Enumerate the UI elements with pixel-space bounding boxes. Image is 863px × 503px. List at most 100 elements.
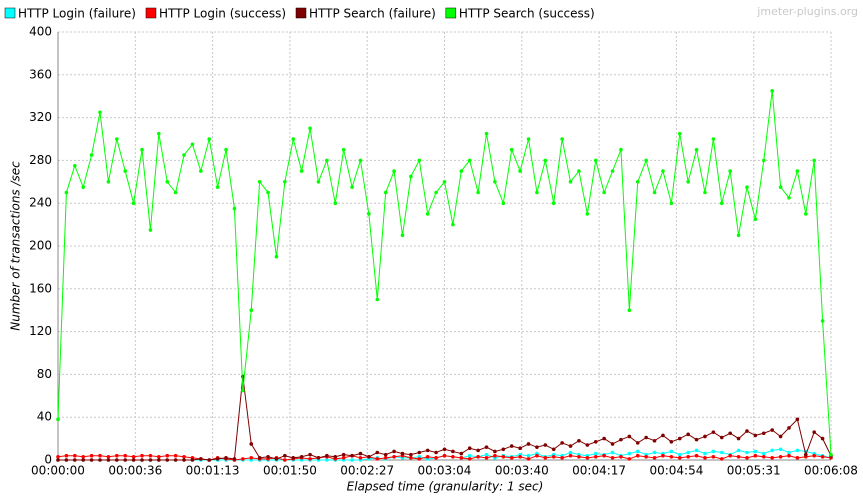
data-point bbox=[316, 180, 321, 184]
data-point bbox=[694, 453, 699, 458]
data-point bbox=[333, 454, 338, 459]
data-point bbox=[577, 169, 581, 173]
data-point bbox=[207, 458, 212, 462]
x-tick-label: 00:00:00 bbox=[31, 464, 85, 478]
data-point bbox=[719, 450, 724, 455]
data-point bbox=[568, 453, 573, 458]
data-point bbox=[669, 449, 674, 454]
data-point bbox=[81, 454, 86, 459]
data-point bbox=[711, 449, 716, 454]
data-point bbox=[232, 206, 237, 211]
data-point bbox=[677, 456, 682, 460]
data-point bbox=[140, 453, 144, 458]
data-point bbox=[56, 417, 60, 422]
data-point bbox=[467, 446, 472, 451]
data-point bbox=[568, 444, 573, 448]
data-point bbox=[551, 447, 556, 452]
data-point bbox=[803, 452, 808, 457]
data-point bbox=[383, 452, 388, 457]
data-point bbox=[358, 158, 363, 163]
y-tick-label: 80 bbox=[37, 367, 52, 381]
data-point bbox=[543, 443, 548, 447]
data-point bbox=[635, 453, 640, 458]
data-point bbox=[224, 147, 228, 152]
data-point bbox=[64, 453, 69, 458]
data-point bbox=[148, 453, 153, 458]
data-point bbox=[820, 319, 825, 323]
data-point bbox=[526, 453, 531, 458]
data-point bbox=[64, 458, 69, 462]
data-point bbox=[719, 457, 724, 461]
legend-label: HTTP Search (success) bbox=[459, 7, 595, 21]
data-point bbox=[501, 201, 506, 205]
data-point bbox=[173, 458, 178, 462]
data-point bbox=[610, 450, 615, 455]
data-point bbox=[157, 131, 161, 136]
data-point bbox=[131, 201, 136, 205]
data-point bbox=[820, 454, 825, 459]
data-point bbox=[703, 190, 707, 195]
data-point bbox=[283, 453, 287, 458]
data-point bbox=[795, 417, 800, 422]
y-axis-label: Number of transactions /sec bbox=[9, 161, 23, 331]
data-point bbox=[593, 158, 598, 163]
x-tick-label: 00:00:36 bbox=[108, 464, 162, 478]
data-point bbox=[299, 169, 304, 173]
data-point bbox=[392, 454, 396, 459]
data-point bbox=[140, 458, 144, 462]
x-tick-label: 00:04:17 bbox=[572, 464, 626, 478]
data-point bbox=[787, 196, 791, 200]
data-point bbox=[703, 451, 707, 456]
data-point bbox=[778, 434, 783, 439]
data-point bbox=[526, 457, 531, 461]
data-point bbox=[745, 429, 749, 433]
data-point bbox=[467, 453, 472, 458]
data-point bbox=[686, 450, 690, 455]
data-point bbox=[593, 440, 598, 444]
y-tick-label: 240 bbox=[29, 196, 52, 210]
data-point bbox=[535, 190, 539, 195]
data-point bbox=[148, 458, 153, 462]
data-point bbox=[736, 448, 741, 453]
data-point bbox=[812, 453, 816, 458]
data-point bbox=[677, 452, 682, 457]
data-point bbox=[669, 201, 674, 205]
data-point bbox=[442, 447, 447, 452]
data-point bbox=[98, 453, 102, 458]
data-point bbox=[232, 457, 237, 461]
data-point bbox=[568, 180, 573, 184]
data-point bbox=[157, 458, 161, 462]
data-point bbox=[182, 454, 186, 459]
x-tick-label: 00:06:08 bbox=[804, 464, 858, 478]
data-point bbox=[392, 449, 396, 454]
data-point bbox=[526, 137, 531, 141]
data-point bbox=[518, 446, 522, 451]
data-point bbox=[627, 308, 632, 313]
data-point bbox=[694, 437, 699, 442]
data-point bbox=[417, 450, 422, 455]
data-point bbox=[350, 185, 354, 189]
data-point bbox=[610, 456, 615, 460]
data-point bbox=[745, 185, 749, 189]
data-point bbox=[669, 454, 674, 459]
legend-label: HTTP Login (success) bbox=[159, 7, 286, 21]
data-point bbox=[64, 190, 69, 195]
data-point bbox=[190, 458, 195, 462]
data-point bbox=[224, 456, 228, 460]
data-point bbox=[635, 441, 640, 445]
data-point bbox=[241, 388, 245, 393]
data-point bbox=[501, 447, 506, 452]
data-point bbox=[644, 454, 648, 459]
data-point bbox=[400, 451, 405, 456]
data-point bbox=[652, 456, 657, 460]
data-point bbox=[535, 445, 539, 449]
data-point bbox=[753, 453, 758, 458]
data-point bbox=[115, 137, 119, 141]
data-point bbox=[551, 201, 556, 205]
data-point bbox=[661, 453, 665, 458]
x-tick-label: 00:01:13 bbox=[186, 464, 240, 478]
data-point bbox=[350, 458, 354, 462]
data-point bbox=[249, 308, 254, 313]
data-point bbox=[652, 438, 657, 443]
data-point bbox=[467, 158, 472, 163]
